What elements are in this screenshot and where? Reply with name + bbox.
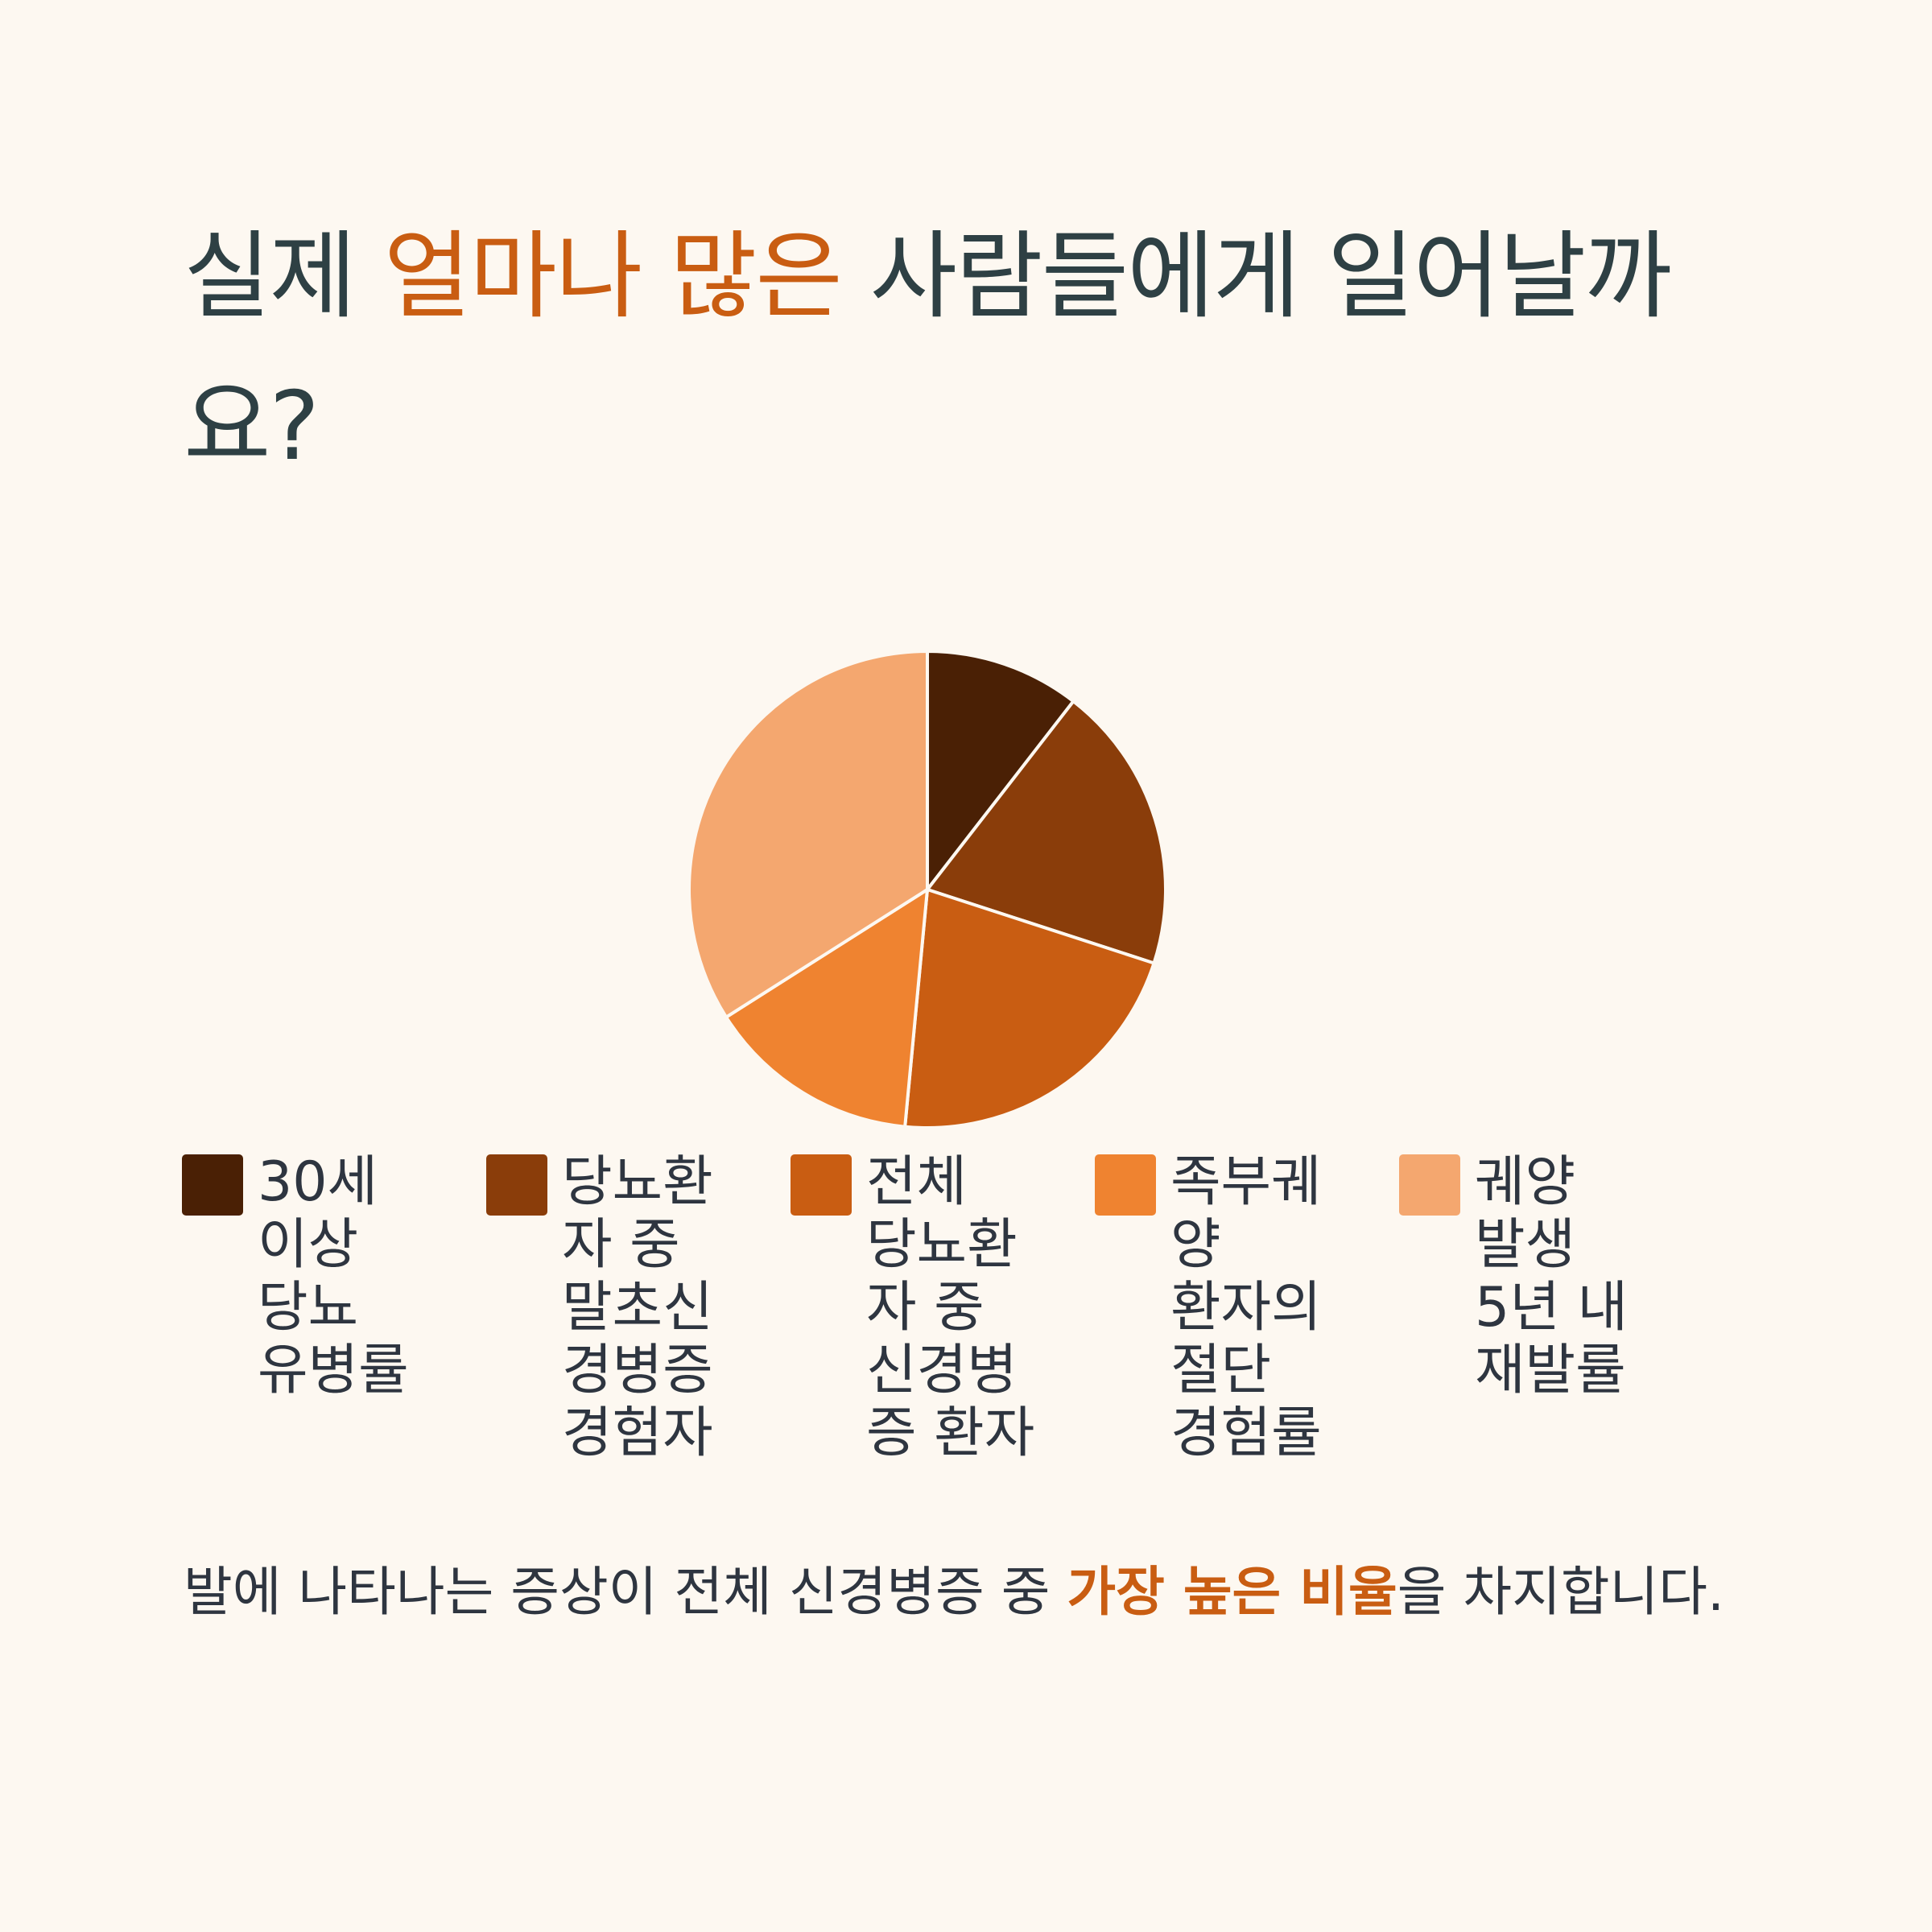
legend-label: 궤양 발생 5년 내 재발률 [1475,1150,1628,1402]
pie-slice-4 [724,888,929,1129]
legend-item-2: 당뇨환자 중 말초신경병증 경험자 [486,1151,791,1465]
legend-swatch [182,1154,243,1216]
chart-legend: 30세 이상 당뇨 유병률 당뇨환자 중 말초신경병증 경험자 전체 당뇨환자 … [182,1151,1711,1465]
pie-slice-5 [687,650,929,1019]
legend-label: 족부궤양 환자의 절단 경험률 [1170,1150,1322,1465]
pie-slices [687,650,1167,1129]
legend-swatch [486,1154,547,1216]
legend-label: 당뇨환자 중 말초신경병증 경험자 [562,1150,713,1465]
title-highlight: 얼마나 많은 [383,221,843,332]
description-part-2: 을 차지합니다. [1397,1561,1724,1623]
legend-swatch [791,1154,852,1216]
legend-swatch [1095,1154,1156,1216]
title-part-1: 실제 [184,221,384,332]
legend-item-3: 전체 당뇨환자 중 신경병증 환자 [791,1151,1095,1465]
legend-item-1: 30세 이상 당뇨 유병률 [182,1151,486,1465]
pie-chart [687,650,1167,1129]
legend-item-4: 족부궤양 환자의 절단 경험률 [1095,1151,1399,1465]
title-part-2: 사람들에게 일어날까요? [184,221,1672,481]
pie-slice-2 [926,700,1167,965]
pie-slice-3 [903,888,1156,1129]
description-highlight: 가장 높은 비율 [1067,1561,1397,1623]
legend-label: 전체 당뇨환자 중 신경병증 환자 [866,1150,1035,1465]
pie-slice-1 [926,650,1075,891]
description-part-1: 발에 나타나는 증상이 전체 신경병증 중 [184,1561,1067,1623]
legend-item-5: 궤양 발생 5년 내 재발률 [1399,1151,1703,1465]
page-title: 실제 얼마나 많은 사람들에게 일어날까요? [184,201,1753,501]
legend-label: 30세 이상 당뇨 유병률 [258,1150,409,1402]
description: 발에 나타나는 증상이 전체 신경병증 중 가장 높은 비율을 차지합니다. [184,1542,1753,1643]
legend-swatch [1399,1154,1460,1216]
